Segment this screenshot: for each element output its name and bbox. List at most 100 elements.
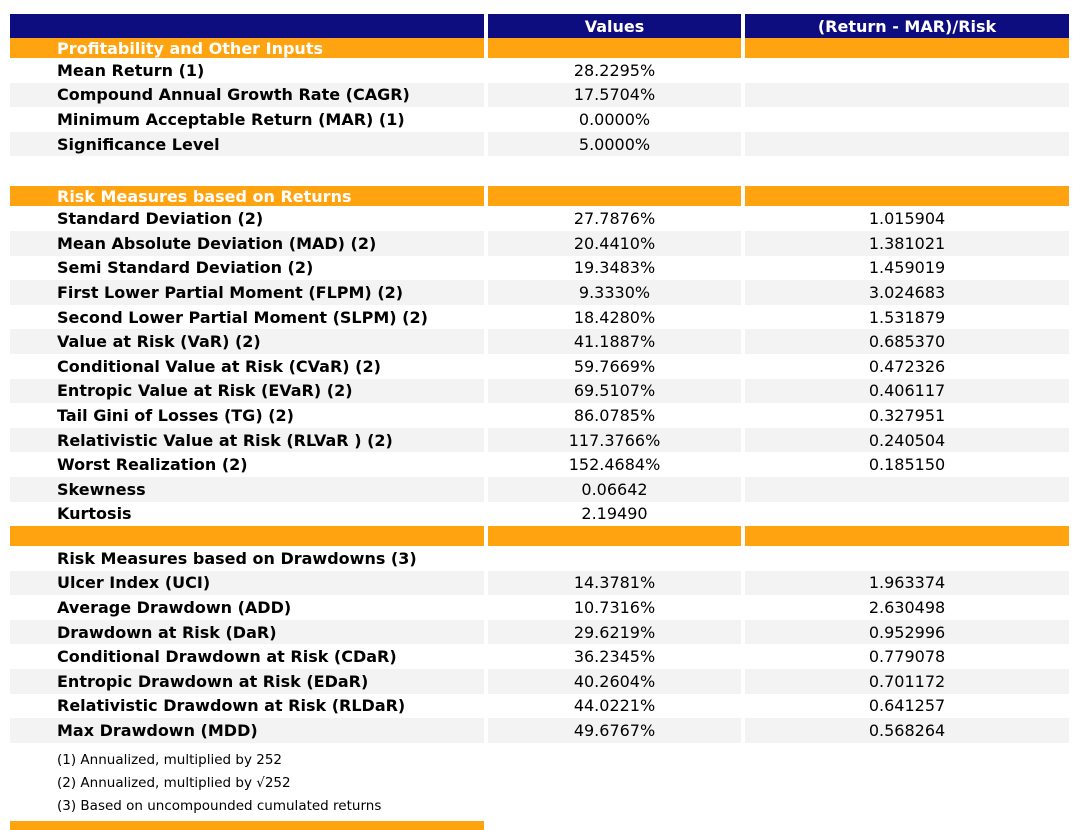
section-bar-risk-drawdowns	[10, 526, 1069, 547]
row-label: Entropic Drawdown at Risk (EDaR)	[10, 669, 484, 694]
table-row: Max Drawdown (MDD) 49.6767% 0.568264	[10, 718, 1069, 743]
row-value: 27.7876%	[573, 209, 656, 229]
row-ratio	[745, 107, 1069, 132]
row-label: First Lower Partial Moment (FLPM) (2)	[10, 280, 484, 305]
table-row: Entropic Value at Risk (EVaR) (2) 69.5107…	[10, 378, 1069, 404]
section-bar-cell	[745, 38, 1069, 58]
section-title-label: Risk Measures based on Drawdowns (3)	[57, 548, 417, 568]
row-label: Worst Realization (2)	[57, 455, 248, 475]
table-row: Ulcer Index (UCI) 14.3781% 1.963374	[10, 570, 1069, 596]
row-ratio	[745, 546, 1069, 571]
row-label: Max Drawdown (MDD)	[10, 718, 484, 743]
row-value: 9.3330%	[488, 280, 741, 305]
footnote: (1) Annualized, multiplied by 252	[57, 751, 282, 768]
table-row: Drawdown at Risk (DaR) 29.6219% 0.952996	[10, 619, 1069, 645]
row-value: 10.7316%	[573, 598, 656, 618]
row-value: 152.4684%	[568, 455, 661, 475]
footnote: (3) Based on uncompounded cumulated retu…	[57, 797, 382, 814]
column-header-values: Values	[488, 14, 741, 38]
table-row: Mean Return (1) 28.2295%	[10, 58, 1068, 83]
row-ratio: 1.459019	[868, 258, 946, 278]
row-label: Minimum Acceptable Return (MAR) (1)	[57, 109, 405, 129]
row-ratio: 0.701172	[745, 669, 1069, 694]
table-row: Conditional Value at Risk (CVaR) (2) 59.7…	[10, 354, 1068, 379]
section-bar-label: Risk Measures based on Returns	[10, 186, 484, 207]
table-row: Second Lower Partial Moment (SLPM) (2) 18…	[10, 305, 1068, 330]
table-row: Conditional Drawdown at Risk (CDaR) 36.23…	[10, 644, 1068, 669]
section-title-row-risk-drawdowns: Risk Measures based on Drawdowns (3)	[10, 546, 1068, 571]
row-value: 18.4280%	[573, 307, 656, 327]
row-ratio	[745, 82, 1069, 108]
table-row: Skewness 0.06642	[10, 476, 1069, 502]
row-label: Tail Gini of Losses (TG) (2)	[57, 405, 294, 425]
table-row: Minimum Acceptable Return (MAR) (1) 0.000…	[10, 107, 1068, 132]
row-value: 0.0000%	[578, 109, 651, 129]
row-ratio: 0.685370	[745, 329, 1069, 354]
row-label: Average Drawdown (ADD)	[57, 598, 292, 618]
section-gap	[10, 156, 1068, 187]
row-value: 49.6767%	[488, 718, 741, 743]
report-table: Values (Return - MAR)/Risk Profitability…	[10, 14, 1069, 743]
section-bar-cell	[488, 38, 741, 58]
column-header-metric	[10, 14, 484, 38]
row-ratio: 3.024683	[745, 280, 1069, 305]
row-value: 28.2295%	[573, 60, 656, 80]
table-row: Tail Gini of Losses (TG) (2) 86.0785% 0.32…	[10, 403, 1068, 428]
row-ratio: 0.406117	[745, 378, 1069, 404]
row-value: 20.4410%	[488, 230, 741, 256]
row-ratio: 1.531879	[868, 307, 946, 327]
table-row: Kurtosis 2.19490	[10, 502, 1068, 527]
row-value: 36.2345%	[573, 647, 656, 667]
row-value: 5.0000%	[488, 131, 741, 157]
table-row: Value at Risk (VaR) (2) 41.1887% 0.685370	[10, 329, 1069, 354]
row-label: Conditional Value at Risk (CVaR) (2)	[57, 356, 381, 376]
row-value: 59.7669%	[573, 356, 656, 376]
row-label: Significance Level	[10, 131, 484, 157]
row-label: Standard Deviation (2)	[57, 209, 264, 229]
row-ratio: 0.472326	[868, 356, 946, 376]
row-ratio: 0.641257	[868, 696, 946, 716]
row-label: Mean Absolute Deviation (MAD) (2)	[10, 230, 484, 256]
section-bar-profitability: Profitability and Other Inputs	[10, 38, 1069, 58]
row-ratio: 0.327951	[868, 405, 946, 425]
row-ratio: 1.381021	[745, 230, 1069, 256]
section-bar-label	[10, 526, 484, 547]
table-row: Relativistic Value at Risk (RLVaR ) (2) 1…	[10, 427, 1069, 453]
table-row: Worst Realization (2) 152.4684% 0.185150	[10, 452, 1068, 477]
row-label: Drawdown at Risk (DaR)	[10, 619, 484, 645]
row-label: Skewness	[10, 476, 484, 502]
section-bar-risk-returns: Risk Measures based on Returns	[10, 186, 1069, 207]
table-row: First Lower Partial Moment (FLPM) (2) 9.3…	[10, 280, 1069, 305]
row-value: 117.3766%	[488, 427, 741, 453]
section-bar-cell	[488, 186, 741, 207]
row-ratio: 0.240504	[745, 427, 1069, 453]
row-label: Conditional Drawdown at Risk (CDaR)	[57, 647, 397, 667]
row-label: Mean Return (1)	[57, 60, 205, 80]
row-value: 86.0785%	[573, 405, 656, 425]
row-label: Relativistic Value at Risk (RLVaR ) (2)	[10, 427, 484, 453]
table-row: Mean Absolute Deviation (MAD) (2) 20.4410…	[10, 230, 1069, 256]
table-body: Profitability and Other Inputs Mean Retur…	[10, 38, 1069, 743]
row-ratio: 0.779078	[868, 647, 946, 667]
row-value: 40.2604%	[488, 669, 741, 694]
row-ratio	[745, 476, 1069, 502]
row-ratio: 0.952996	[745, 619, 1069, 645]
row-label: Compound Annual Growth Rate (CAGR)	[10, 82, 484, 108]
row-value: 19.3483%	[573, 258, 656, 278]
row-label: Value at Risk (VaR) (2)	[10, 329, 484, 354]
row-ratio	[745, 131, 1069, 157]
row-label: Semi Standard Deviation (2)	[57, 258, 314, 278]
column-header-return-mar-risk: (Return - MAR)/Risk	[745, 14, 1069, 38]
row-ratio	[745, 58, 1069, 83]
row-value	[488, 546, 741, 571]
table-row: Relativistic Drawdown at Risk (RLDaR) 44.…	[10, 694, 1068, 719]
row-label: Relativistic Drawdown at Risk (RLDaR)	[57, 696, 406, 716]
section-bar-cell	[745, 186, 1069, 207]
row-label: Second Lower Partial Moment (SLPM) (2)	[57, 307, 428, 327]
table-row: Standard Deviation (2) 27.7876% 1.015904	[10, 206, 1068, 231]
row-label: Entropic Value at Risk (EVaR) (2)	[10, 378, 484, 404]
section-bar-cell	[488, 526, 741, 547]
row-value: 0.06642	[488, 476, 741, 502]
row-value: 14.3781%	[488, 570, 741, 596]
